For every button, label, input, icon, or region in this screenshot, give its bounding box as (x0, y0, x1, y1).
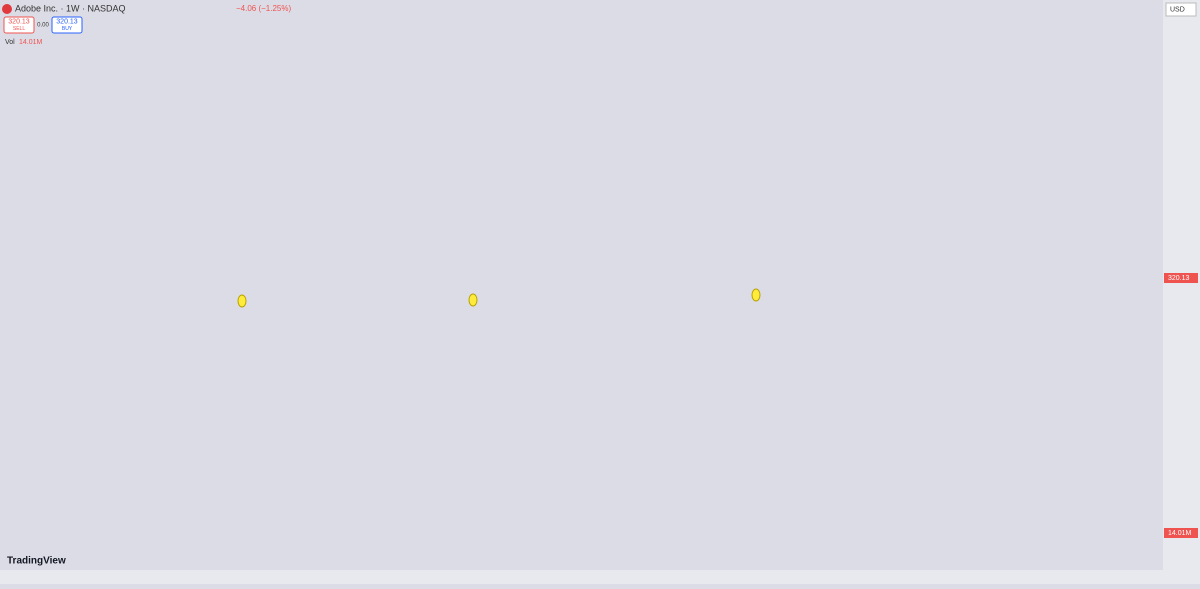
logo (2, 4, 12, 14)
marker (468, 293, 478, 307)
spread: 0.00 (37, 23, 49, 29)
sell-label: SELL (13, 26, 25, 32)
plot-bg (0, 0, 1163, 570)
currency-button[interactable] (1165, 2, 1197, 17)
last-volume-tag (1164, 528, 1198, 538)
price-axis-panel (1163, 0, 1200, 584)
sell-button[interactable] (3, 16, 35, 34)
vol-value: 14.01M (19, 39, 43, 46)
buy-label: BUY (62, 26, 73, 32)
time-axis-panel (0, 570, 1163, 584)
brand: TradingView (7, 556, 66, 567)
marker (751, 288, 761, 302)
currency: USD (1170, 6, 1185, 13)
vol-label: Vol (5, 39, 15, 46)
buy-price: 320.13 (56, 18, 78, 25)
last-volume-label: 14.01M (1168, 530, 1192, 537)
marker (237, 294, 247, 308)
markers (237, 288, 761, 308)
symbol-title: Adobe Inc. · 1W · NASDAQ (15, 3, 126, 13)
last-price-label: 320.13 (1168, 275, 1190, 282)
change: −4.06 (−1.25%) (236, 4, 291, 13)
sell-price: 320.13 (8, 18, 30, 25)
last-price-tag (1164, 273, 1198, 283)
buy-button[interactable] (51, 16, 83, 34)
